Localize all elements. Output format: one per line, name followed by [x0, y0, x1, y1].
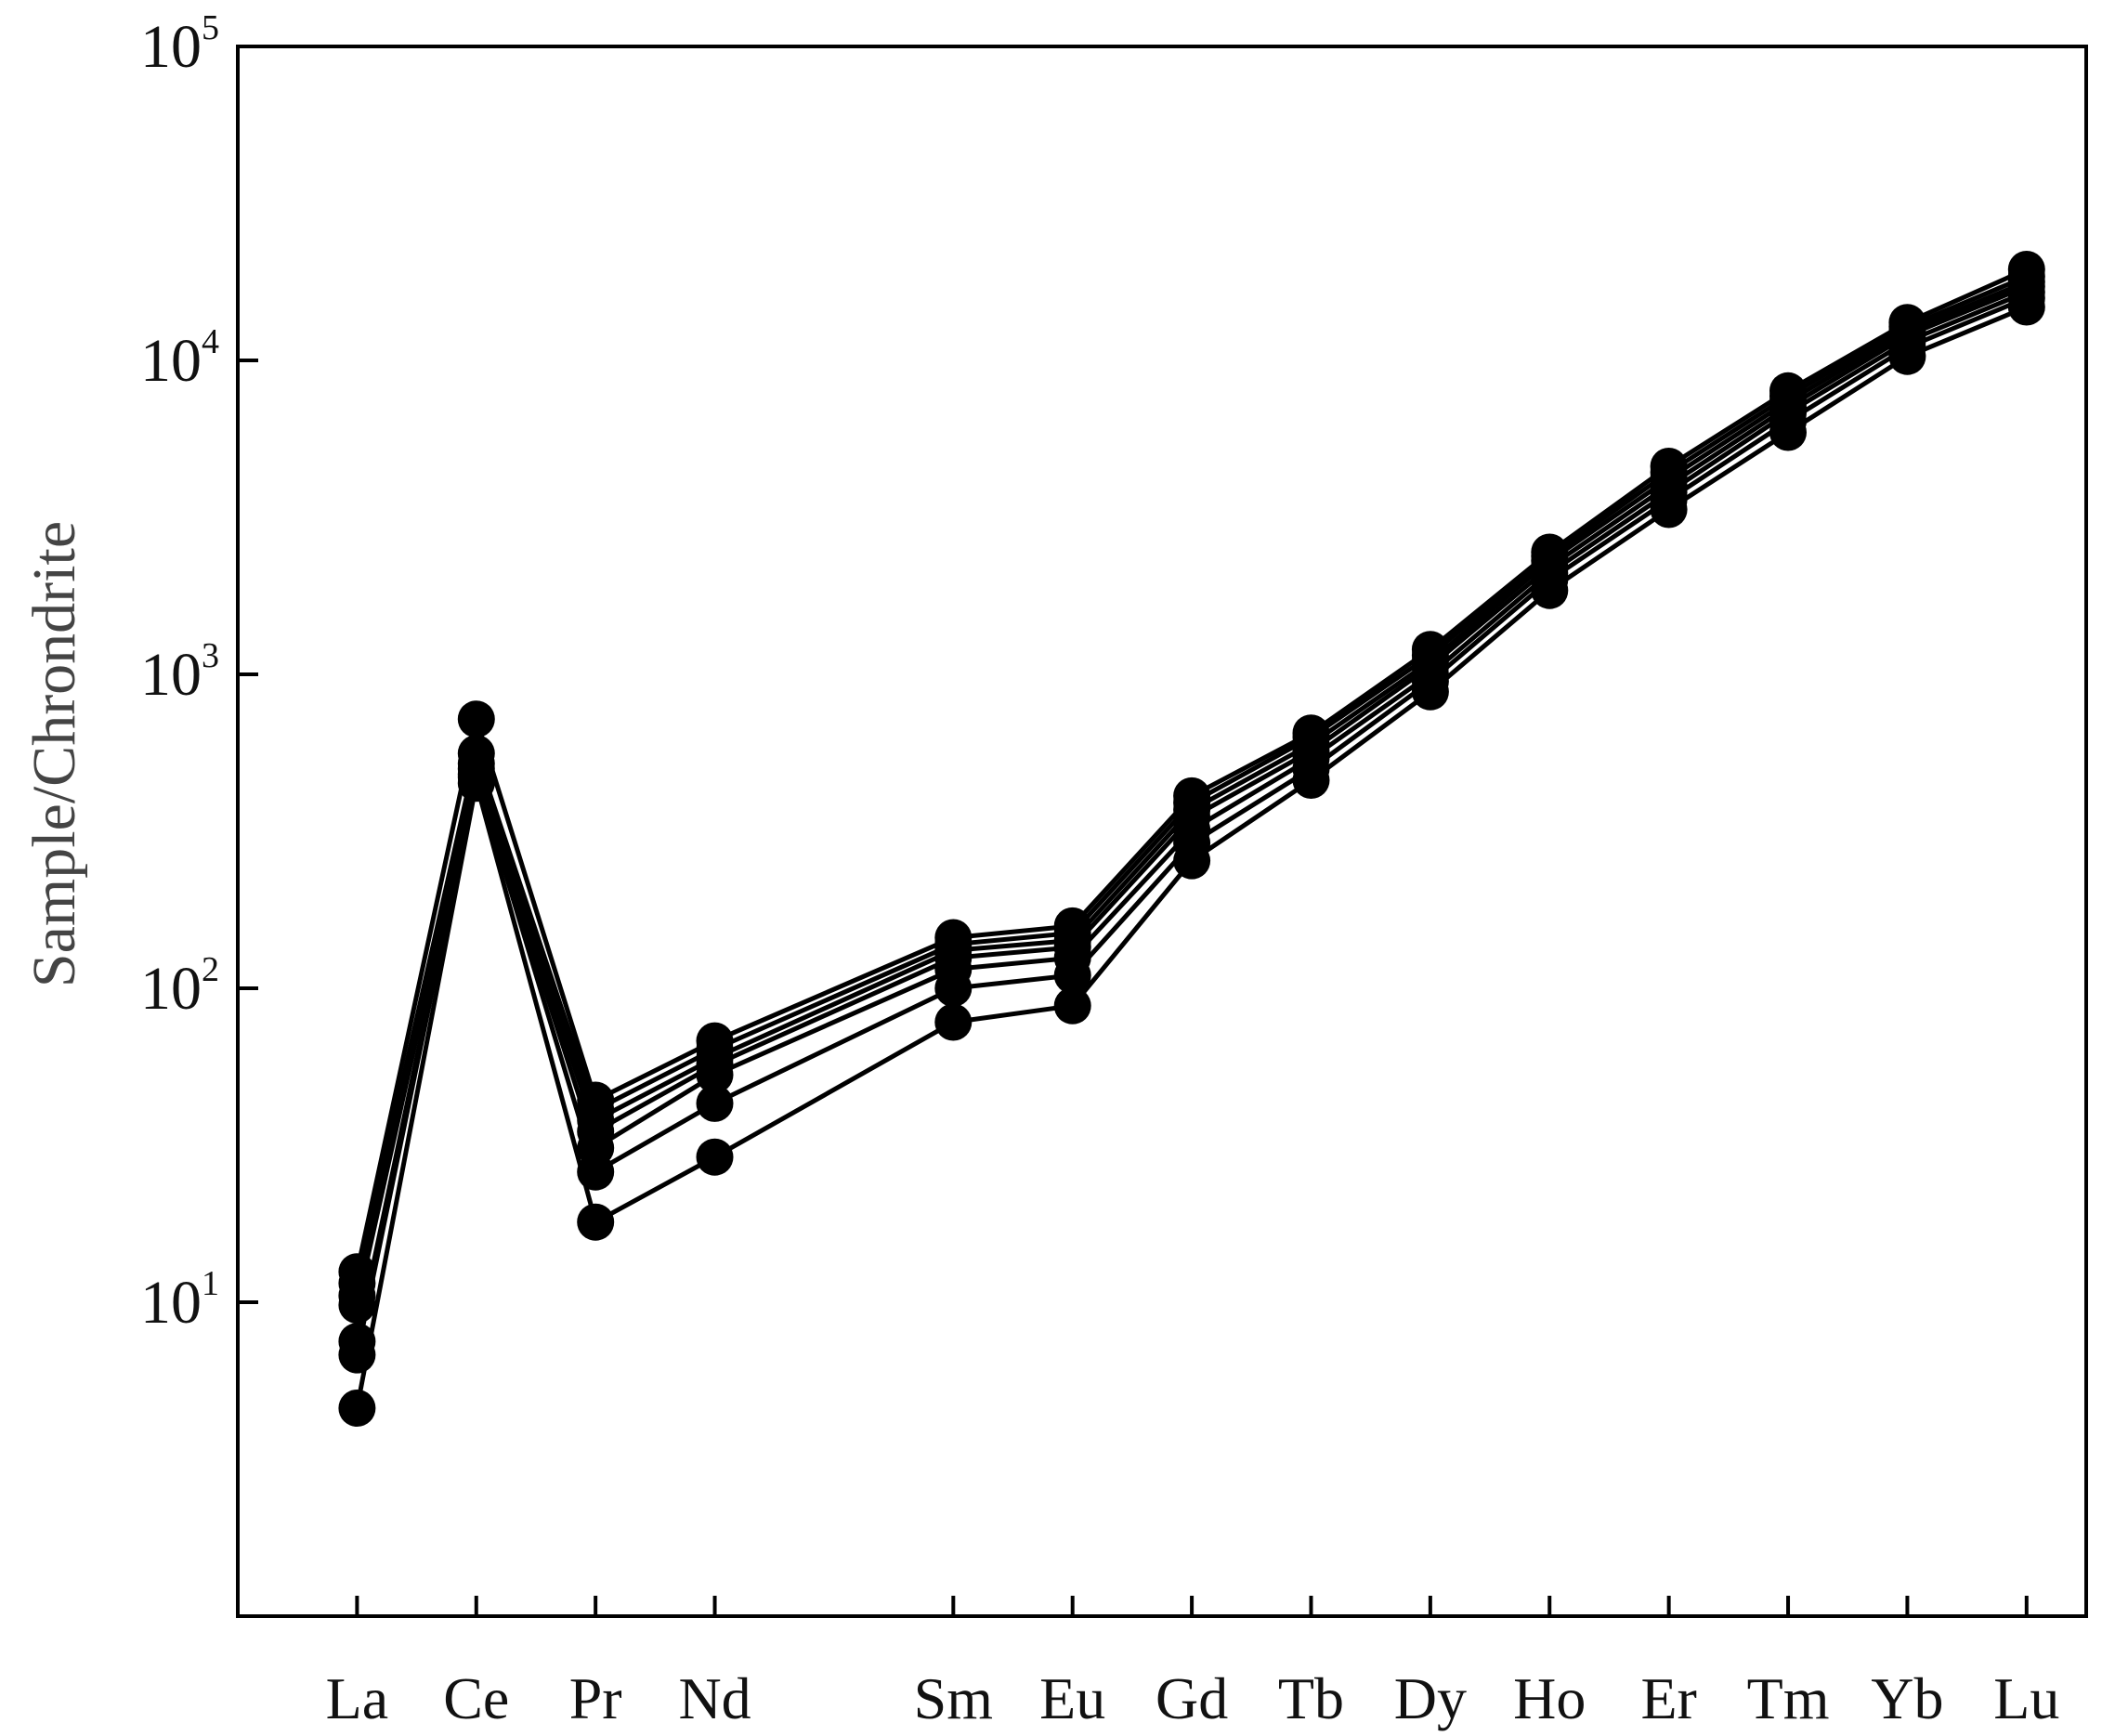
- y-tick-exponent: 5: [202, 8, 219, 47]
- data-point: [696, 1056, 734, 1094]
- x-tick-label: Pr: [569, 1665, 622, 1731]
- y-axis-label: Sample/Chrondrite: [20, 521, 88, 987]
- y-tick-label: 104: [140, 322, 219, 395]
- x-tick-label: Lu: [1993, 1665, 2059, 1731]
- series-line: [354, 305, 2028, 1409]
- y-tick-base: 10: [140, 641, 202, 709]
- y-tick-base: 10: [140, 13, 202, 81]
- x-tick-label: Er: [1640, 1665, 1696, 1731]
- y-tick-base: 10: [140, 955, 202, 1023]
- x-tick-label: La: [326, 1665, 389, 1731]
- data-point: [2007, 288, 2045, 326]
- data-point: [1292, 762, 1330, 799]
- data-point: [1173, 842, 1211, 880]
- y-tick-label: 105: [140, 8, 219, 81]
- data-point: [696, 1138, 734, 1176]
- data-point: [1053, 986, 1091, 1025]
- series-line: [354, 274, 2028, 1285]
- x-tick-label: Tm: [1747, 1665, 1830, 1731]
- series-7: [338, 288, 2045, 1427]
- plot-frame: [236, 45, 2088, 1618]
- x-tick-label: Yb: [1871, 1665, 1943, 1731]
- data-point: [1531, 571, 1569, 609]
- y-tick-label: 101: [140, 1264, 219, 1337]
- series-line: [354, 295, 2028, 1356]
- x-tick-label: Ho: [1513, 1665, 1586, 1731]
- y-tick-base: 10: [140, 1269, 202, 1337]
- series-line: [354, 280, 2028, 1297]
- data-point: [577, 1203, 615, 1241]
- y-tick-exponent: 3: [202, 636, 219, 675]
- x-tick-label: Eu: [1039, 1665, 1105, 1731]
- y-tick-base: 10: [140, 327, 202, 395]
- series-layer: [338, 251, 2045, 1427]
- x-tick-label: Nd: [678, 1665, 751, 1731]
- data-point: [696, 1084, 734, 1122]
- data-point: [1411, 672, 1449, 711]
- data-point: [934, 970, 973, 1007]
- data-point: [457, 700, 495, 738]
- data-point: [934, 1003, 973, 1041]
- data-point: [338, 1390, 376, 1427]
- x-tick-label: Gd: [1155, 1665, 1228, 1731]
- data-point: [1650, 490, 1688, 529]
- x-tick-label: Ce: [443, 1665, 509, 1731]
- data-point: [457, 764, 495, 803]
- x-axis-ticks: La Ce Pr Nd Sm Eu Gd Tb Dy Ho Er Tm Yb Lu: [326, 1596, 2059, 1731]
- data-point: [1053, 957, 1091, 994]
- y-tick-label: 102: [140, 950, 219, 1023]
- x-tick-label: Tb: [1278, 1665, 1344, 1731]
- data-point: [1769, 413, 1807, 451]
- series-line: [354, 267, 2028, 1273]
- x-tick-label: Dy: [1394, 1665, 1467, 1731]
- series-line: [354, 284, 2028, 1306]
- y-tick-label: 103: [140, 636, 219, 709]
- y-tick-exponent: 2: [202, 950, 219, 989]
- x-tick-label: Sm: [914, 1665, 993, 1731]
- data-point: [1888, 337, 1926, 375]
- y-tick-exponent: 1: [202, 1264, 219, 1303]
- series-line: [354, 290, 2028, 1342]
- y-tick-exponent: 4: [202, 322, 219, 361]
